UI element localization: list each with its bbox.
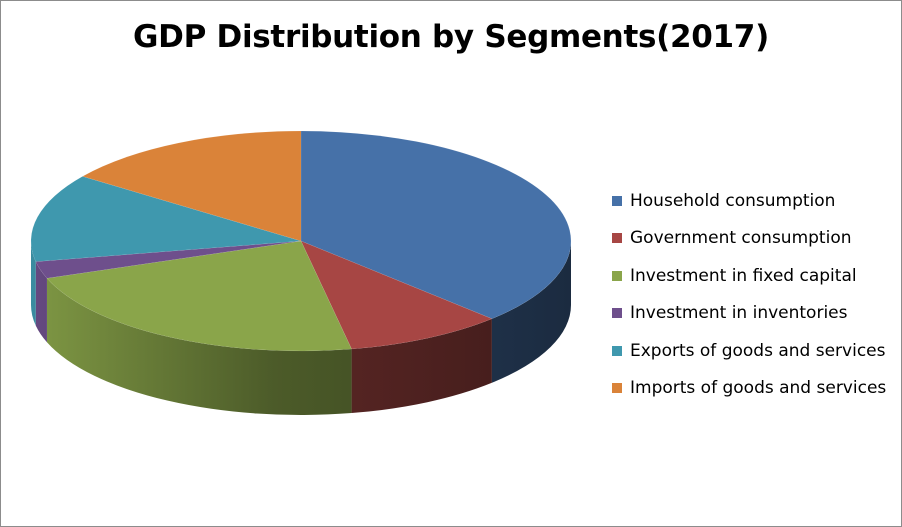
pie-slice-side-investment-in-fixed-capital	[46, 278, 352, 415]
pie-slice-household-consumption	[300, 130, 572, 320]
legend-swatch	[612, 270, 622, 281]
legend-label: Government consumption	[630, 228, 852, 249]
chart-title: GDP Distribution by Segments(2017)	[133, 19, 769, 55]
legend-swatch	[612, 382, 622, 393]
legend-swatch	[612, 233, 622, 244]
legend-swatch	[612, 345, 622, 356]
pie-slice-investment-in-inventories	[35, 240, 302, 279]
pie-slice-imports-of-goods-and-services	[81, 130, 302, 242]
pie-slice-exports-of-goods-and-services	[30, 176, 302, 262]
legend-label: Imports of goods and services	[630, 377, 887, 398]
legend-label: Investment in fixed capital	[630, 265, 857, 286]
pie-slice-government-consumption	[300, 240, 493, 350]
legend-label: Household consumption	[630, 191, 836, 211]
legend-label: Investment in inventories	[630, 303, 848, 324]
pie-slice-side-government-consumption	[351, 318, 492, 414]
pie-slice-side-household-consumption	[491, 241, 571, 383]
legend-swatch	[612, 308, 622, 319]
pie-slice-side-exports-of-goods-and-services	[31, 241, 36, 326]
pie-slice-side-investment-in-inventories	[35, 261, 47, 343]
pie-slice-investment-in-fixed-capital	[46, 240, 352, 352]
legend-label: Exports of goods and services	[630, 340, 886, 361]
legend-swatch	[612, 196, 622, 206]
